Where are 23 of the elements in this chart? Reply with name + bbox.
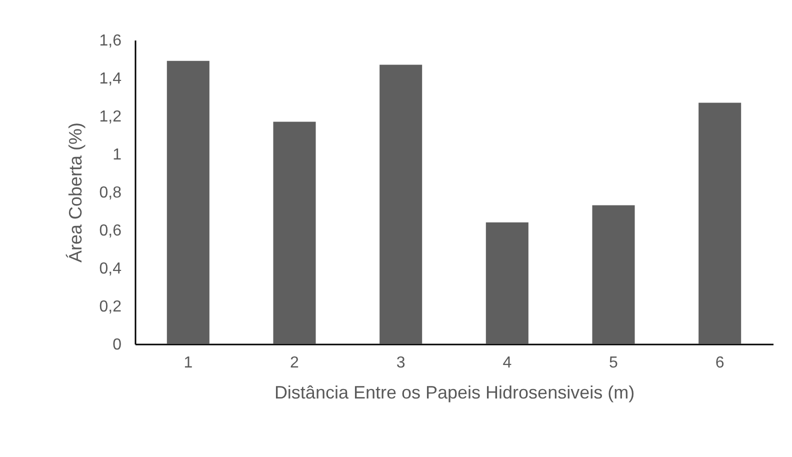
y-tick-label: 0,6 xyxy=(99,222,122,240)
y-tick-label: 0,2 xyxy=(99,298,122,316)
x-tick-label: 5 xyxy=(609,354,618,372)
x-tick-label: 1 xyxy=(184,354,193,372)
bar xyxy=(380,64,422,344)
x-tick-label: 3 xyxy=(396,354,406,372)
y-tick-label: 0,4 xyxy=(99,260,122,278)
x-tick-label: 2 xyxy=(290,354,300,372)
x-tick-label: 4 xyxy=(502,354,512,372)
y-tick-label: 1,2 xyxy=(99,108,122,126)
bar xyxy=(698,102,742,344)
bar xyxy=(592,205,635,344)
x-axis-title: Distância Entre os Papeis Hidrosensiveis (m) xyxy=(274,382,635,402)
y-tick-label: 1,6 xyxy=(99,32,122,50)
y-axis-title: Área Coberta (%) xyxy=(65,122,86,263)
bar xyxy=(166,60,210,344)
x-tick-label: 6 xyxy=(715,354,724,372)
y-tick-label: 0,8 xyxy=(99,184,122,202)
y-tick-label: 1,4 xyxy=(99,70,122,88)
y-tick-label: 1 xyxy=(112,146,122,164)
bar xyxy=(486,222,528,344)
y-tick-label: 0 xyxy=(112,336,122,354)
bar xyxy=(273,122,316,344)
